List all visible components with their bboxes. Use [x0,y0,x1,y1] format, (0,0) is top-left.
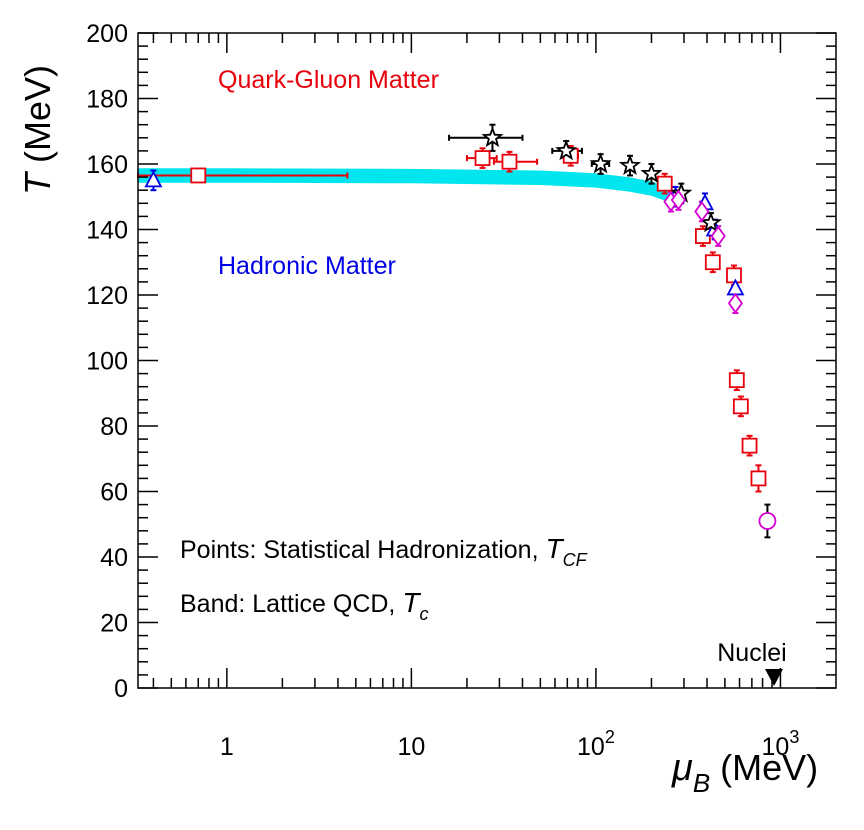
triangle-marker [144,170,163,188]
y-tick-label: 20 [100,610,128,638]
square-marker [704,254,721,271]
qgp-region-label: Quark-Gluon Matter [218,66,439,94]
square-marker [474,150,491,167]
x-axis-symbol: μ [671,747,693,789]
x-tick-label: 102 [577,727,615,761]
lattice-band-area [138,168,670,203]
star-marker [481,126,504,148]
star-marker [640,162,663,184]
diamond-marker [710,225,726,247]
band-annotation-sub: c [419,604,428,624]
y-axis-symbol: T [17,170,58,195]
lattice-band [138,168,670,203]
star-marker [699,211,722,233]
diamond-marker [670,189,687,211]
square-marker [656,175,673,192]
band-annotation: Band: Lattice QCD, Tc [180,587,428,624]
nuclei-triangle-icon [765,669,784,686]
x-tick-label-exponent: 3 [789,727,799,747]
x-tick-label: 103 [762,727,800,761]
band-annotation-T: T [402,587,421,618]
y-tick-label: 200 [86,20,128,48]
star-marker [618,153,642,175]
points-annotation: Points: Statistical Hadronization, TCF [180,533,588,570]
y-tick-label: 140 [86,217,128,245]
hadronic-region-label: Hadronic Matter [218,252,396,280]
square-marker [750,470,767,487]
square-marker [732,398,749,415]
nuclei-label: Nuclei [717,639,786,667]
points-annotation-text: Points: Statistical Hadronization, [180,536,545,564]
y-tick-label: 100 [86,348,128,376]
x-tick-label: 1 [220,733,234,761]
diamond-marker [727,292,744,314]
star-marker [555,139,578,161]
square-marker [741,437,758,454]
star-marker [589,152,612,174]
x-axis-unit: (MeV) [720,747,818,788]
x-tick-label: 10 [397,733,425,761]
y-tick-label: 0 [114,675,128,703]
square-marker [501,153,518,170]
points-annotation-T: T [545,533,564,564]
square-marker [728,372,745,389]
y-tick-label: 80 [100,413,128,441]
x-axis-title: μB (MeV) [671,747,818,798]
y-tick-label: 160 [86,151,128,179]
points-annotation-sub: CF [563,550,588,570]
axis-ticks [138,32,836,689]
y-axis-unit: (MeV) [17,65,58,163]
square-marker [726,267,742,284]
y-axis-title: T (MeV) [17,65,58,195]
square-marker [190,167,207,184]
x-tick-label-exponent: 2 [605,727,615,747]
x-tick-label-base: 1 [220,733,234,761]
x-tick-label-base: 10 [762,733,790,761]
y-tick-label: 40 [100,544,128,572]
diamond-marker [694,200,710,223]
x-tick-label-base: 10 [577,733,605,761]
x-axis-sub: B [693,768,710,798]
band-annotation-text: Band: Lattice QCD, [180,590,402,618]
circle-marker [758,512,777,530]
y-tick-label: 180 [86,86,128,114]
y-tick-label: 120 [86,282,128,310]
y-tick-label: 60 [100,479,128,507]
data-markers [144,126,777,530]
x-tick-label-base: 10 [397,733,425,761]
